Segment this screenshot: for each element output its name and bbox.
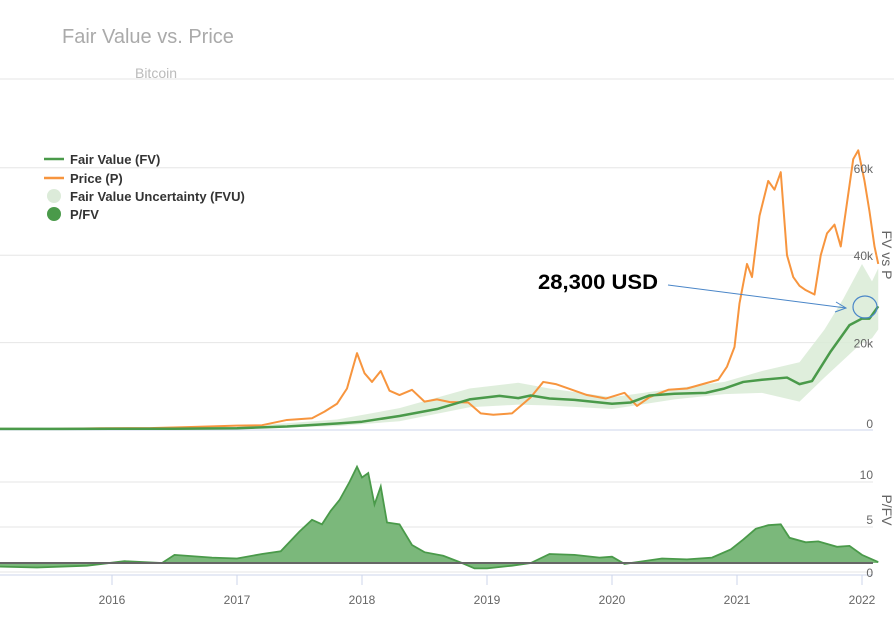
fv-line [0, 305, 880, 431]
y-tick-label: 0 [866, 417, 873, 431]
y-tick-label: 0 [866, 566, 873, 580]
y-axis-title-main: FV vs P [879, 230, 894, 279]
y-axis-title-sub: P/FV [879, 494, 894, 526]
x-tick-label: 2015 [0, 593, 1, 607]
fvu-legend-swatch [47, 189, 61, 203]
legend-item-fvu[interactable]: Fair Value Uncertainty (FVU) [47, 189, 245, 204]
fvu-band [0, 263, 879, 430]
x-tick-label: 2022 [849, 593, 876, 607]
arrow-head-icon [834, 301, 848, 313]
annotation: 28,300 USD [538, 271, 878, 319]
legend-label-fv: Fair Value (FV) [70, 152, 160, 167]
x-tick-label: 2018 [349, 593, 376, 607]
x-tick-label: 2021 [724, 593, 751, 607]
x-tick-label: 2016 [99, 593, 126, 607]
y-tick-label: 40k [854, 249, 874, 263]
y-tick-label: 5 [866, 513, 873, 527]
legend[interactable]: Fair Value (FV) Price (P) Fair Value Unc… [44, 152, 245, 222]
pfv-legend-swatch [47, 207, 61, 221]
legend-label-pfv: P/FV [70, 207, 99, 222]
annotation-label: 28,300 USD [538, 271, 658, 294]
y-tick-label: 10 [860, 468, 874, 482]
chart-subtitle: Bitcoin [135, 65, 177, 81]
y-tick-label: 20k [854, 337, 874, 351]
annotation-circle [852, 295, 878, 319]
y-tick-label: 60k [854, 162, 874, 176]
legend-item-pfv[interactable]: P/FV [47, 207, 99, 222]
pfv-line [0, 464, 879, 570]
annotation-arrow [667, 284, 847, 309]
x-tick-label: 2020 [599, 593, 626, 607]
legend-label-fvu: Fair Value Uncertainty (FVU) [70, 189, 245, 204]
chart-title: Fair Value vs. Price [62, 26, 234, 48]
x-tick-label: 2019 [474, 593, 501, 607]
legend-item-fv[interactable]: Fair Value (FV) [44, 152, 160, 167]
price-line [0, 149, 880, 430]
pfv-area [0, 466, 879, 569]
x-tick-label: 2017 [224, 593, 251, 607]
legend-label-price: Price (P) [70, 171, 123, 186]
legend-item-price[interactable]: Price (P) [44, 171, 123, 186]
